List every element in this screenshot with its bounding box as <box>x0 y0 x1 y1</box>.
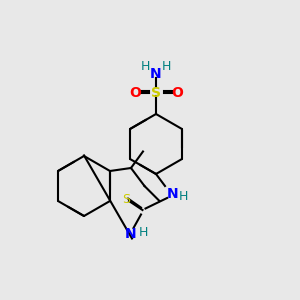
Text: N: N <box>167 187 178 200</box>
Text: H: H <box>162 59 171 73</box>
Text: N: N <box>125 227 136 241</box>
Text: O: O <box>171 86 183 100</box>
Text: S: S <box>122 193 130 206</box>
Text: S: S <box>151 86 161 100</box>
Text: N: N <box>150 67 162 80</box>
Text: H: H <box>141 59 150 73</box>
Text: H: H <box>179 190 189 203</box>
Text: O: O <box>129 86 141 100</box>
Text: H: H <box>138 226 148 239</box>
